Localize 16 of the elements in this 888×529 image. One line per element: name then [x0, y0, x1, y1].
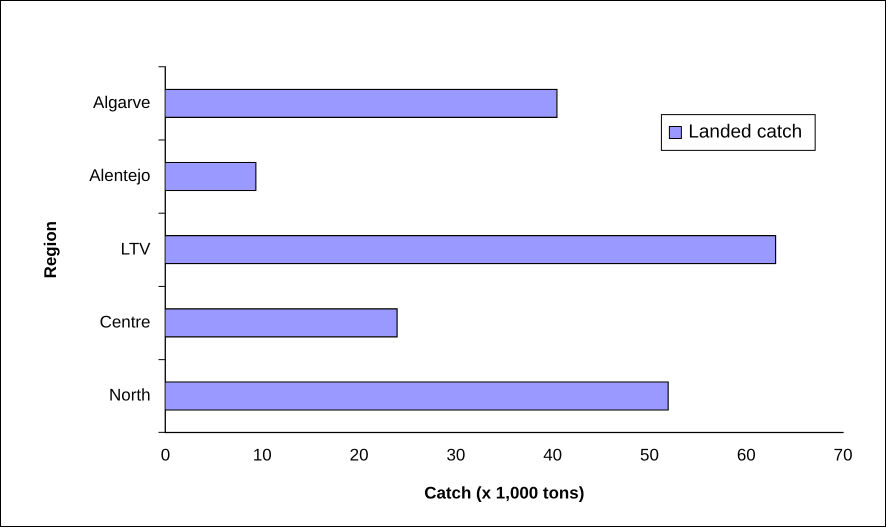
x-axis-title: Catch (x 1,000 tons)	[424, 484, 584, 503]
y-tick-label: Algarve	[93, 93, 150, 112]
x-tick-label: 60	[736, 445, 756, 464]
x-tick-label: 70	[834, 445, 853, 464]
y-tick-label: Centre	[100, 312, 150, 332]
y-tick-label: North	[109, 386, 150, 405]
x-tick-label: 0	[160, 445, 170, 464]
y-tick-label: LTV	[120, 239, 152, 258]
y-tick-label: Alentejo	[89, 166, 150, 186]
x-tick-label: 20	[350, 445, 368, 464]
y-axis-title: Region	[40, 220, 60, 278]
legend-label: Landed catch	[688, 122, 802, 143]
x-tick-label: 10	[252, 445, 272, 464]
x-tick-label: 30	[446, 445, 466, 464]
x-tick-label: 50	[640, 445, 659, 464]
x-tick-label: 40	[543, 445, 562, 464]
